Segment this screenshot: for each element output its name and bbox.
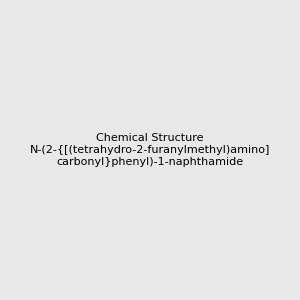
Text: Chemical Structure
N-(2-{[(tetrahydro-2-furanylmethyl)amino]
carbonyl}phenyl)-1-: Chemical Structure N-(2-{[(tetrahydro-2-… <box>30 134 270 166</box>
